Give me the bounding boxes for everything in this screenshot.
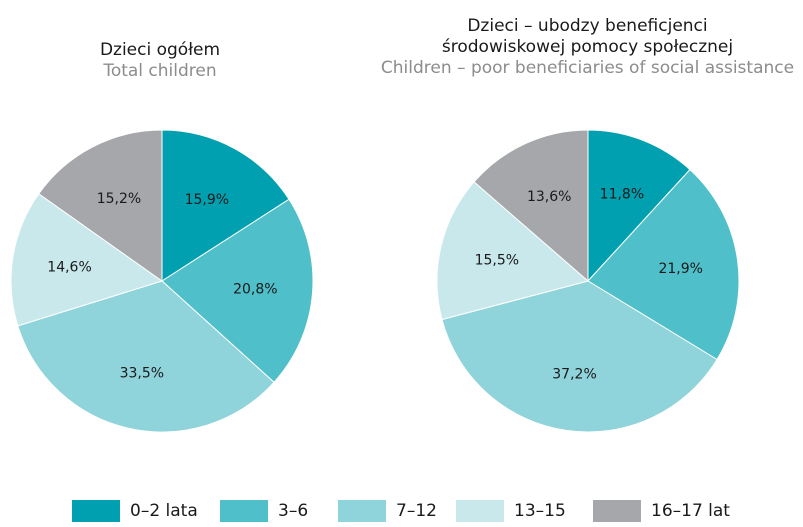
pie-label-left-3: 14,6% xyxy=(47,259,91,275)
pie-right-title: Dzieci – ubodzy beneficjenci środowiskow… xyxy=(350,16,803,79)
pie-right-title-en: Children – poor beneficiaries of social … xyxy=(380,58,795,78)
pie-slice-right-3 xyxy=(436,181,590,321)
legend-swatch xyxy=(593,500,641,522)
pie-slice-right-2 xyxy=(441,280,718,433)
legend-swatch xyxy=(456,500,504,522)
pie-left-title-pl: Dzieci ogółem xyxy=(99,40,221,60)
pie-slice-left-1 xyxy=(161,198,314,383)
legend-label: 7–12 xyxy=(396,501,437,521)
pie-label-right-3: 15,5% xyxy=(475,253,519,269)
pie-label-right-4: 13,6% xyxy=(527,189,571,205)
legend-swatch xyxy=(72,500,120,522)
legend-swatch xyxy=(220,500,268,522)
pie-label-left-1: 20,8% xyxy=(233,282,277,298)
pie-charts: 15,9% 20,8% 33,5% 14,6% 15,2% 11,8% 21,9% 37,2%… xyxy=(10,129,740,433)
pie-slice-right-4 xyxy=(473,129,589,283)
pie-label-left-0: 15,9% xyxy=(185,192,229,208)
pie-slice-left-4 xyxy=(38,129,163,282)
pie-slice-left-3 xyxy=(10,193,164,327)
legend-label: 0–2 lata xyxy=(130,501,198,521)
legend-label: 3–6 xyxy=(278,501,309,521)
pie-label-right-1: 21,9% xyxy=(658,261,702,277)
pie-label-right-0: 11,8% xyxy=(600,187,644,203)
legend-label: 13–15 xyxy=(514,501,566,521)
pie-slice-right-1 xyxy=(587,168,740,361)
pie-slice-left-2 xyxy=(17,280,275,433)
pie-label-left-2: 33,5% xyxy=(120,365,164,381)
pie-left-title-en: Total children xyxy=(103,61,217,81)
pie-slice-right-0 xyxy=(587,129,691,283)
pie-label-right-2: 37,2% xyxy=(552,367,596,383)
pie-slice-left-0 xyxy=(161,129,290,282)
pie-right-title-pl: Dzieci – ubodzy beneficjenci środowiskow… xyxy=(441,16,734,57)
legend-label: 16–17 lat xyxy=(651,501,730,521)
pie-left-title: Dzieci ogółem Total children xyxy=(40,40,280,82)
pie-label-left-4: 15,2% xyxy=(97,191,141,207)
legend-swatch xyxy=(338,500,386,522)
